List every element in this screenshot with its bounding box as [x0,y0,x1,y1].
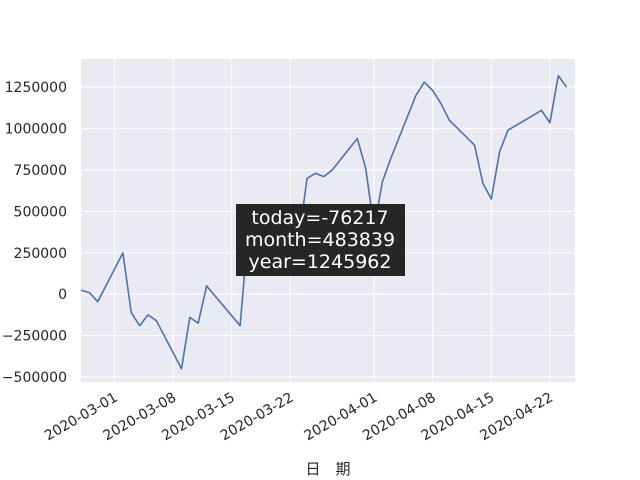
y-tick-label: 500000 [14,204,67,220]
info-line-month: month=483839 [245,229,395,251]
y-tick-label: −500000 [2,370,67,386]
info-box-background [236,204,405,276]
y-tick-label: 1000000 [5,122,67,138]
x-axis-title: 日 期 [305,460,350,478]
y-tick-label: 1250000 [5,80,67,96]
y-tick-label: 750000 [14,163,67,179]
info-line-year: year=1245962 [249,251,392,273]
info-line-today: today=-76217 [251,207,388,229]
grid-lines [81,59,575,382]
y-tick-label: 250000 [14,246,67,262]
series-line [80,74,568,370]
info-box: today=-76217 month=483839 year=1245962 [236,204,405,276]
y-tick-label: 0 [58,287,67,303]
y-tick-labels: −500000 −250000 0 250000 500000 750000 1000000… [2,80,67,386]
y-tick-label: −250000 [2,329,67,345]
x-tick-labels: 2020-03-012020-03-082020-03-152020-03-22… [42,390,556,445]
